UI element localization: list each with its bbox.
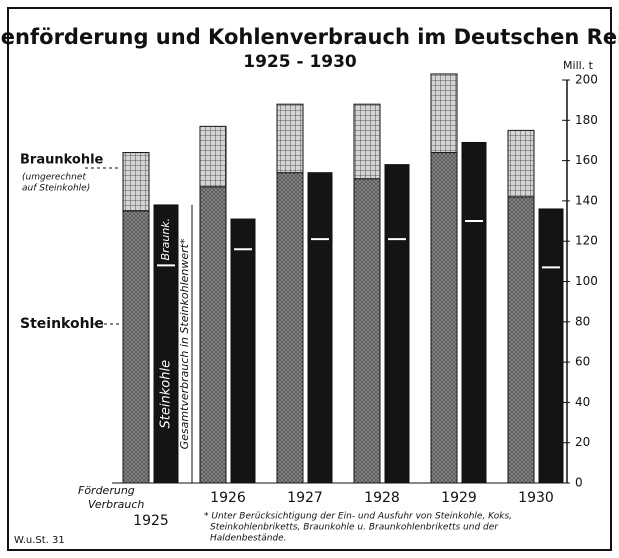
- y-axis-label: Mill. t: [563, 59, 594, 72]
- bar-segment: [153, 264, 179, 484]
- in-bar-label: Braunk.: [159, 218, 172, 261]
- braunkohle-note: (umgerechnet: [22, 173, 86, 183]
- bar-texture: [277, 104, 303, 173]
- bar-segment: [384, 164, 410, 240]
- bar-segment: [538, 208, 564, 268]
- consumption-label: Gesamtverbrauch in Steinkohlenwert*: [178, 238, 191, 449]
- group-label: Förderung: [78, 484, 135, 497]
- y-tick-label: 180: [575, 113, 598, 127]
- bar-segment: [153, 204, 179, 266]
- y-tick-label: 140: [575, 193, 598, 207]
- chart-title: Kohlenförderung und Kohlenverbrauch im D…: [0, 25, 619, 49]
- bar-texture: [123, 210, 149, 483]
- x-tick-label: 1930: [518, 490, 554, 506]
- bar-texture: [354, 104, 380, 179]
- bar-texture: [508, 130, 534, 197]
- bar-segment: [230, 248, 256, 484]
- bar-texture: [508, 196, 534, 483]
- x-tick-label: 1926: [210, 490, 246, 506]
- steinkohle-label: Steinkohle: [20, 316, 104, 332]
- bar-texture: [354, 178, 380, 484]
- bar-segment: [461, 220, 487, 484]
- bar-texture: [200, 126, 226, 187]
- source: W.u.St. 31: [14, 535, 65, 546]
- bar-segment: [230, 218, 256, 250]
- in-bar-label: Steinkohle: [159, 360, 174, 429]
- bar-texture: [431, 152, 457, 484]
- footnote: Steinkohlenbriketts, Braunkohle u. Braun…: [210, 523, 499, 533]
- bar-texture: [277, 172, 303, 483]
- bar-texture: [200, 186, 226, 484]
- bar-texture: [431, 73, 457, 153]
- y-tick-label: 120: [575, 234, 598, 248]
- footnote: Haldenbestände.: [210, 534, 287, 544]
- chart-subtitle: 1925 - 1930: [243, 52, 357, 72]
- y-tick-label: 20: [575, 435, 590, 449]
- braunkohle-note: auf Steinkohle): [22, 184, 90, 194]
- y-tick-label: 100: [575, 274, 598, 288]
- bar-segment: [384, 238, 410, 484]
- bar-segment: [307, 172, 333, 240]
- footnote: * Unter Berücksichtigung der Ein- und Au…: [204, 512, 512, 522]
- x-tick-label: 1927: [287, 490, 323, 506]
- y-tick-label: 60: [575, 355, 590, 369]
- bar-segment: [461, 141, 487, 222]
- y-tick-label: 160: [575, 153, 598, 167]
- x-tick-label: 1929: [441, 490, 477, 506]
- braunkohle-label: Braunkohle: [20, 153, 104, 168]
- y-tick-label: 200: [575, 73, 598, 87]
- y-tick-label: 80: [575, 314, 590, 328]
- x-tick-label: 1925: [133, 513, 169, 529]
- bar-texture: [123, 152, 149, 211]
- frame: [7, 7, 612, 551]
- y-tick-label: 40: [575, 395, 590, 409]
- group-label: Verbrauch: [88, 498, 144, 511]
- bar-segment: [538, 266, 564, 484]
- bar-segment: [307, 238, 333, 484]
- y-tick-label: 0: [575, 476, 583, 490]
- x-tick-label: 1928: [364, 490, 400, 506]
